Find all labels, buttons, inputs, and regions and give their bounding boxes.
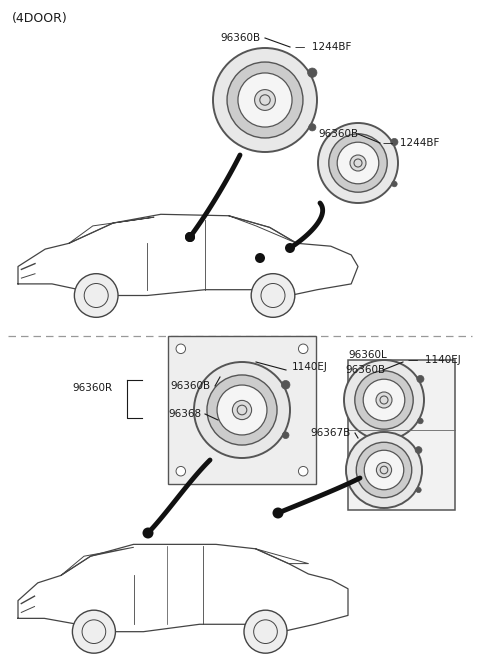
Circle shape	[346, 432, 422, 508]
Circle shape	[143, 527, 154, 539]
Circle shape	[176, 344, 186, 354]
Circle shape	[74, 274, 118, 318]
Circle shape	[281, 380, 290, 389]
Circle shape	[254, 90, 276, 110]
Text: 96368: 96368	[168, 409, 201, 419]
Circle shape	[350, 155, 366, 171]
FancyBboxPatch shape	[168, 336, 316, 484]
Circle shape	[238, 73, 292, 127]
Circle shape	[255, 253, 265, 263]
Circle shape	[417, 375, 424, 382]
Circle shape	[376, 462, 392, 478]
Circle shape	[185, 232, 195, 242]
Circle shape	[217, 385, 267, 435]
Text: —  1244BF: — 1244BF	[295, 42, 351, 52]
Circle shape	[309, 124, 316, 131]
Circle shape	[392, 181, 397, 187]
Circle shape	[176, 466, 186, 476]
Circle shape	[285, 243, 295, 253]
Circle shape	[416, 487, 421, 493]
Circle shape	[391, 138, 398, 146]
Text: (4DOOR): (4DOOR)	[12, 12, 68, 25]
Text: 96367B: 96367B	[310, 428, 350, 438]
Circle shape	[364, 450, 404, 490]
Text: —  1244BF: — 1244BF	[383, 138, 439, 148]
Circle shape	[356, 442, 412, 498]
Circle shape	[363, 379, 405, 420]
Circle shape	[213, 48, 317, 152]
Circle shape	[308, 68, 317, 77]
Circle shape	[273, 508, 284, 518]
Circle shape	[185, 232, 195, 242]
Text: 96360B: 96360B	[345, 365, 385, 375]
Circle shape	[194, 362, 290, 458]
Circle shape	[355, 371, 413, 429]
Circle shape	[318, 123, 398, 203]
Circle shape	[418, 419, 423, 424]
FancyBboxPatch shape	[348, 360, 455, 510]
Circle shape	[299, 344, 308, 354]
Circle shape	[207, 375, 277, 445]
Polygon shape	[18, 215, 358, 295]
Polygon shape	[18, 544, 348, 632]
Circle shape	[72, 610, 115, 653]
Circle shape	[337, 142, 379, 184]
Circle shape	[376, 392, 392, 408]
Text: 96360B: 96360B	[220, 33, 260, 43]
Circle shape	[282, 432, 289, 439]
Circle shape	[344, 360, 424, 440]
Circle shape	[232, 400, 252, 420]
Circle shape	[251, 274, 295, 318]
Text: 1140EJ: 1140EJ	[292, 362, 328, 372]
Circle shape	[329, 134, 387, 192]
Circle shape	[227, 62, 303, 138]
Circle shape	[244, 610, 287, 653]
Text: 96360L: 96360L	[348, 350, 387, 360]
Text: 96360B: 96360B	[318, 129, 358, 139]
Text: —  1140EJ: — 1140EJ	[408, 355, 461, 365]
Circle shape	[415, 447, 422, 453]
Text: 96360B: 96360B	[170, 381, 210, 391]
Text: 96360R: 96360R	[72, 383, 112, 393]
Circle shape	[299, 466, 308, 476]
